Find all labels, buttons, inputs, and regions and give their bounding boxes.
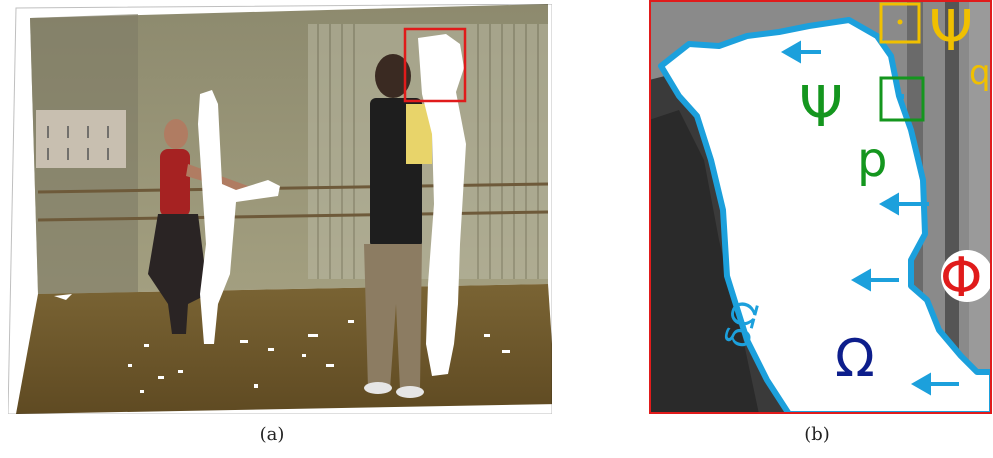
omega-hole xyxy=(658,17,993,417)
man-figure xyxy=(364,54,432,398)
zoomed-region: Ψ q Ψ p Φ Ω δΩ xyxy=(649,0,993,417)
wood-floor xyxy=(16,284,556,414)
zoom-frame xyxy=(649,0,992,414)
psi-q-label: Ψ xyxy=(929,0,973,64)
psi-p-patch xyxy=(879,76,925,122)
hole-region xyxy=(54,34,510,393)
panel-b-zoom: Ψ q Ψ p Φ Ω δΩ xyxy=(649,0,993,417)
fill-direction-arrows xyxy=(780,40,959,396)
psi-q-subscript: q xyxy=(969,53,991,93)
caption-b: (b) xyxy=(804,424,830,445)
phi-label: Φ xyxy=(940,246,983,309)
highlight-box xyxy=(403,27,467,103)
caption-a: (a) xyxy=(259,424,285,445)
psi-p-subscript: p xyxy=(857,132,887,188)
panel-a-photo xyxy=(7,3,556,415)
dancer-figure xyxy=(148,119,248,334)
dance-studio-photo xyxy=(7,3,556,415)
psi-q-patch xyxy=(879,2,921,44)
psi-p-label: Ψ xyxy=(799,75,843,140)
wall-poster xyxy=(36,110,126,168)
omega-label: Ω xyxy=(835,329,875,389)
